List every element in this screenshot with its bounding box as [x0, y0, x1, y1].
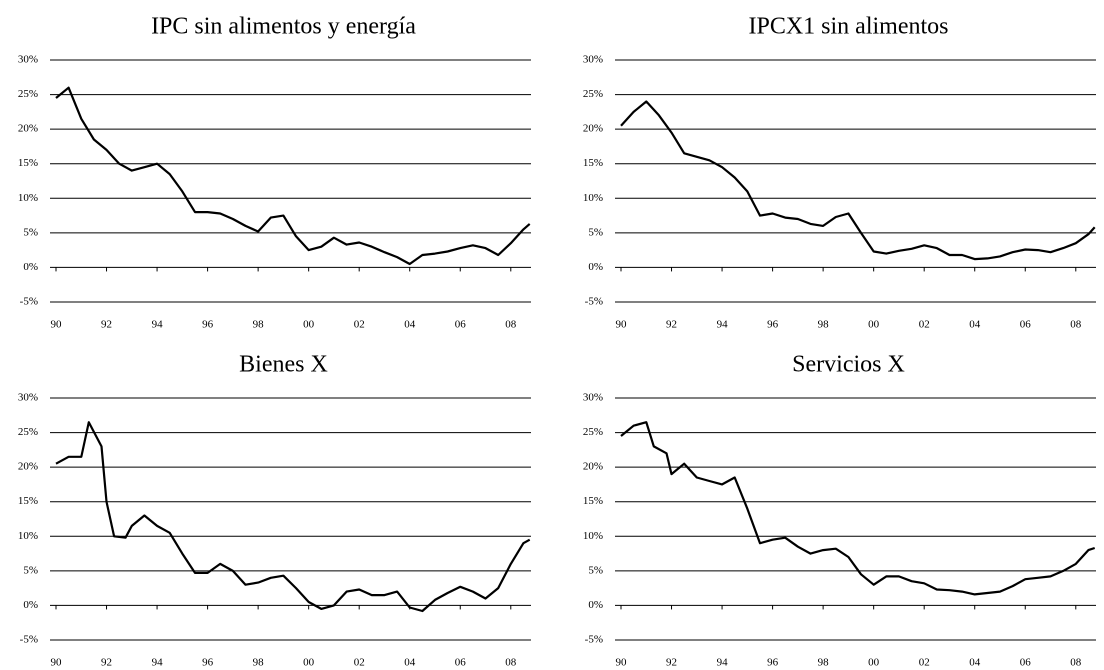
y-tick-label: 15% [583, 495, 603, 507]
x-tick-label: 92 [101, 657, 112, 669]
y-tick-label: 0% [23, 599, 38, 611]
x-tick-label: 96 [767, 319, 779, 331]
x-tick-label: 90 [616, 319, 628, 331]
y-tick-label: 5% [23, 226, 38, 238]
y-tick-label: 25% [18, 426, 38, 438]
x-tick-label: 06 [1020, 657, 1032, 669]
y-tick-label: 25% [583, 88, 603, 100]
x-tick-label: 94 [152, 319, 164, 331]
x-tick-label: 90 [51, 657, 63, 669]
data-line [55, 86, 531, 266]
x-tick-label: 96 [202, 657, 214, 669]
y-tick-label: -5% [585, 296, 603, 308]
y-tick-label: 10% [583, 192, 603, 204]
x-tick-label: 02 [919, 319, 930, 331]
y-tick-label: 25% [18, 88, 38, 100]
x-tick-label: 00 [303, 657, 315, 669]
data-line [55, 421, 531, 613]
data-line [620, 100, 1096, 261]
x-tick-label: 94 [717, 319, 729, 331]
y-tick-label: 25% [583, 426, 603, 438]
y-tick-label: 20% [583, 123, 603, 135]
x-tick-label: 92 [101, 319, 112, 331]
x-tick-label: 98 [818, 319, 830, 331]
x-tick-label: 90 [51, 319, 63, 331]
x-tick-label: 08 [1070, 319, 1082, 331]
chart-title: Servicios X [792, 352, 905, 378]
y-tick-label: 15% [583, 157, 603, 169]
x-tick-label: 00 [868, 657, 880, 669]
x-tick-label: 00 [868, 319, 880, 331]
x-tick-label: 08 [505, 657, 517, 669]
data-line [620, 421, 1096, 596]
y-tick-label: 0% [588, 599, 603, 611]
y-tick-label: 15% [18, 157, 38, 169]
x-tick-label: 96 [202, 319, 214, 331]
y-tick-label: 5% [588, 226, 603, 238]
y-tick-label: 10% [18, 530, 38, 542]
y-tick-label: 10% [583, 530, 603, 542]
y-tick-label: 5% [23, 564, 38, 576]
y-tick-label: -5% [585, 634, 603, 646]
x-tick-label: 94 [717, 657, 729, 669]
x-tick-label: 92 [666, 657, 677, 669]
y-tick-label: 5% [588, 564, 603, 576]
x-tick-label: 02 [354, 319, 365, 331]
x-tick-label: 94 [152, 657, 164, 669]
x-tick-label: 06 [1020, 319, 1032, 331]
x-tick-label: 06 [455, 657, 467, 669]
x-tick-label: 96 [767, 657, 779, 669]
x-tick-label: 02 [354, 657, 365, 669]
y-tick-label: 20% [18, 123, 38, 135]
y-tick-label: 30% [18, 392, 38, 404]
x-tick-label: 98 [818, 657, 830, 669]
y-tick-label: 20% [18, 461, 38, 473]
x-tick-label: 04 [404, 319, 416, 331]
y-tick-label: 30% [18, 54, 38, 66]
x-tick-label: 08 [1070, 657, 1082, 669]
x-tick-label: 98 [253, 657, 265, 669]
y-tick-label: -5% [20, 634, 38, 646]
x-tick-label: 04 [969, 319, 981, 331]
x-tick-label: 06 [455, 319, 467, 331]
x-tick-label: 90 [616, 657, 628, 669]
x-tick-label: 08 [505, 319, 517, 331]
x-tick-label: 04 [969, 657, 981, 669]
y-tick-label: 15% [18, 495, 38, 507]
chart-title: IPC sin alimentos y energía [151, 14, 416, 40]
x-tick-label: 98 [253, 319, 265, 331]
y-tick-label: 0% [23, 261, 38, 273]
y-tick-label: 20% [583, 461, 603, 473]
x-tick-label: 04 [404, 657, 416, 669]
y-tick-label: 10% [18, 192, 38, 204]
y-tick-label: 0% [588, 261, 603, 273]
x-tick-label: 00 [303, 319, 315, 331]
x-tick-label: 92 [666, 319, 677, 331]
x-tick-label: 02 [919, 657, 930, 669]
y-tick-label: 30% [583, 54, 603, 66]
y-tick-label: 30% [583, 392, 603, 404]
chart-title: IPCX1 sin alimentos [748, 14, 948, 40]
y-tick-label: -5% [20, 296, 38, 308]
chart-title: Bienes X [239, 352, 328, 378]
